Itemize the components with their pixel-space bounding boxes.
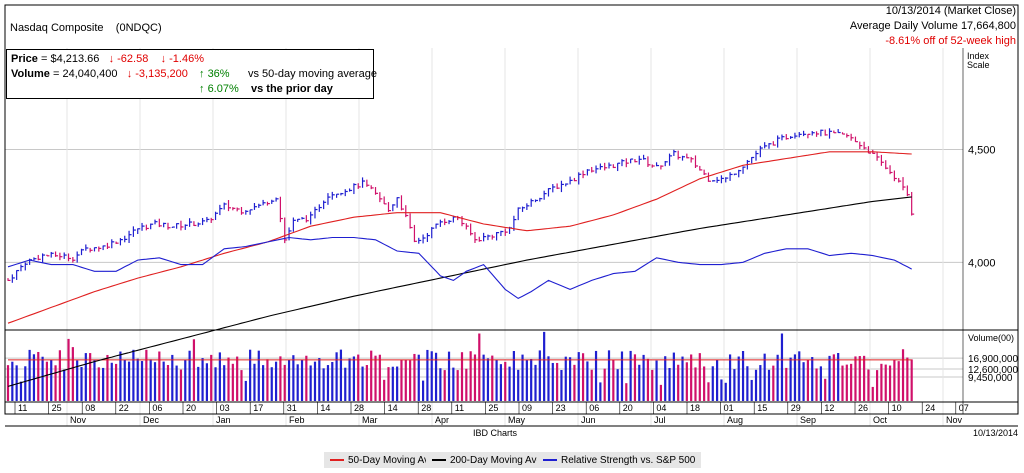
up-arrow-icon: ↑ bbox=[199, 68, 205, 80]
x-day-label: 03 bbox=[220, 403, 230, 413]
quote-info-box: Price = $4,213.66 ↓ -62.58 ↓ -1.46% Volu… bbox=[6, 49, 377, 99]
x-day-label: 15 bbox=[757, 403, 767, 413]
x-day-label: 08 bbox=[85, 403, 95, 413]
legend-ma50: 50-Day Moving Avg bbox=[324, 452, 441, 468]
price-axis-label-2: Scale bbox=[967, 60, 990, 70]
x-month-label: Nov bbox=[70, 415, 87, 425]
price-axis-label: Index bbox=[967, 51, 990, 61]
x-month-label: Mar bbox=[362, 415, 378, 425]
down-arrow-icon: ↓ bbox=[108, 53, 115, 65]
chart-title: Nasdaq Composite (0NDQC) bbox=[10, 22, 162, 34]
x-month-label: Nov bbox=[946, 415, 963, 425]
volume-pct-50-text: vs 50-day moving average bbox=[247, 68, 377, 80]
off-high-line: -8.61% off of 52-week high bbox=[885, 35, 1016, 47]
x-day-label: 07 bbox=[959, 403, 969, 413]
volume-value: = 24,040,400 bbox=[52, 68, 118, 80]
ma50-line bbox=[7, 151, 912, 324]
price-bars bbox=[7, 128, 915, 283]
legend-rs-label: Relative Strength vs. S&P 500 bbox=[561, 454, 696, 466]
x-day-label: 31 bbox=[287, 403, 297, 413]
x-month-label: Jun bbox=[581, 415, 596, 425]
ma200-line bbox=[7, 196, 912, 387]
legend-ma50-label: 50-Day Moving Avg bbox=[348, 454, 435, 466]
x-day-label: 28 bbox=[354, 403, 364, 413]
x-day-label: 14 bbox=[388, 403, 398, 413]
x-day-label: 25 bbox=[52, 403, 62, 413]
x-month-label: Aug bbox=[727, 415, 743, 425]
legend-ma200-swatch bbox=[432, 459, 446, 461]
x-day-label: 22 bbox=[119, 403, 129, 413]
chart-symbol: (0NDQC) bbox=[115, 22, 162, 34]
volume-pct-prior-text: vs the prior day bbox=[251, 83, 333, 95]
legend-ma200-label: 200-Day Moving Avg bbox=[450, 454, 543, 466]
footer-source: IBD Charts bbox=[473, 428, 518, 438]
x-month-label: Sep bbox=[800, 415, 816, 425]
x-day-label: 23 bbox=[556, 403, 566, 413]
x-day-label: 24 bbox=[925, 403, 935, 413]
x-day-label: 14 bbox=[320, 403, 330, 413]
x-day-label: 26 bbox=[858, 403, 868, 413]
x-day-label: 20 bbox=[623, 403, 633, 413]
price-change-pct: -1.46% bbox=[169, 53, 204, 65]
volume-tick-label: 9,450,000 bbox=[968, 373, 1013, 384]
x-month-label: May bbox=[508, 415, 526, 425]
x-day-label: 25 bbox=[488, 403, 498, 413]
x-day-label: 17 bbox=[253, 403, 263, 413]
x-day-label: 28 bbox=[421, 403, 431, 413]
volume-tick-label: 12,600,000 bbox=[968, 365, 1018, 376]
x-month-label: Apr bbox=[435, 415, 449, 425]
x-day-label: 12 bbox=[824, 403, 834, 413]
x-month-label: Jan bbox=[216, 415, 231, 425]
legend-ma200: 200-Day Moving Avg bbox=[426, 452, 549, 468]
x-day-label: 06 bbox=[589, 403, 599, 413]
x-day-label: 06 bbox=[152, 403, 162, 413]
volume-change: -3,135,200 bbox=[135, 68, 188, 80]
x-day-label: 10 bbox=[892, 403, 902, 413]
x-day-label: 09 bbox=[522, 403, 532, 413]
volume-bars bbox=[6, 331, 913, 401]
price-tick-label: 4,500 bbox=[968, 145, 996, 157]
date-line: 10/13/2014 (Market Close) bbox=[885, 5, 1016, 17]
x-day-label: 11 bbox=[455, 403, 464, 413]
indicator-lines bbox=[7, 151, 912, 387]
volume-pct-prior: 6.07% bbox=[207, 83, 239, 95]
volume-pct-50: 36% bbox=[207, 68, 230, 80]
x-month-label: Oct bbox=[873, 415, 888, 425]
x-day-label: 18 bbox=[690, 403, 700, 413]
volume-tick-label: 16,900,000 bbox=[968, 354, 1018, 365]
x-day-label: 29 bbox=[791, 403, 801, 413]
avg-volume-line: Average Daily Volume 17,664,800 bbox=[849, 20, 1016, 32]
x-day-label: 04 bbox=[656, 403, 666, 413]
volume-axis-label: Volume(00) bbox=[968, 333, 1014, 343]
x-day-label: 11 bbox=[18, 403, 27, 413]
price-tick-label: 4,000 bbox=[968, 257, 996, 269]
price-change: -62.58 bbox=[117, 53, 149, 65]
legend-rs-swatch bbox=[543, 459, 557, 461]
x-month-label: Jul bbox=[654, 415, 666, 425]
legend-ma50-swatch bbox=[330, 459, 344, 461]
up-arrow-icon: ↑ bbox=[199, 83, 205, 95]
legend-rs: Relative Strength vs. S&P 500 bbox=[537, 452, 702, 468]
x-day-label: 01 bbox=[724, 403, 734, 413]
down-arrow-icon: ↓ bbox=[126, 68, 133, 80]
price-label: Price bbox=[11, 53, 38, 65]
x-day-label: 20 bbox=[186, 403, 196, 413]
rs-line bbox=[7, 236, 912, 300]
down-arrow-icon: ↓ bbox=[160, 53, 167, 65]
footer-date: 10/13/2014 bbox=[972, 428, 1018, 438]
x-month-label: Feb bbox=[289, 415, 305, 425]
volume-label: Volume bbox=[11, 68, 50, 80]
price-value: = $4,213.66 bbox=[40, 53, 100, 65]
x-month-label: Dec bbox=[143, 415, 160, 425]
